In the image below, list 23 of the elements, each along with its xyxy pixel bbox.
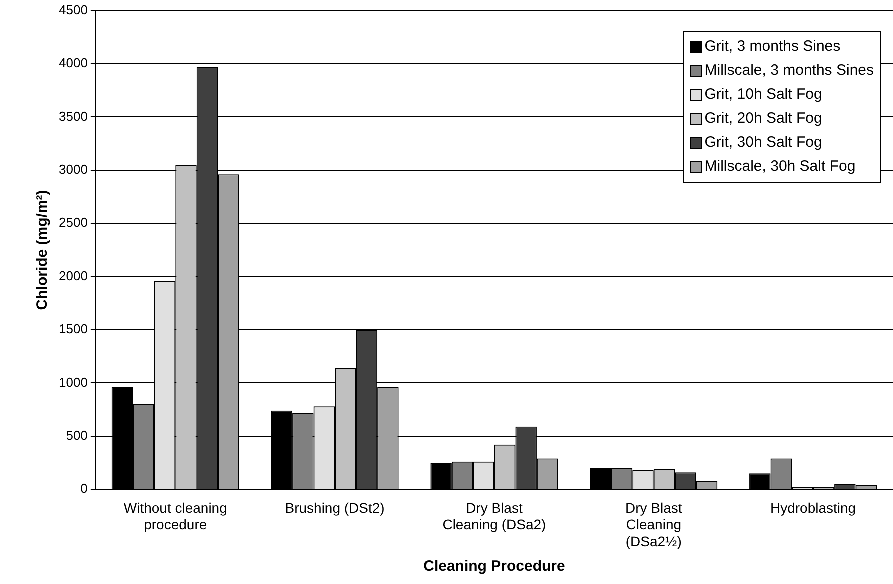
legend-label: Millscale, 30h Salt Fog <box>704 156 856 177</box>
y-tick-label: 4000 <box>59 56 88 71</box>
legend-label: Grit, 20h Salt Fog <box>704 108 822 129</box>
legend-label: Millscale, 3 months Sines <box>704 60 874 81</box>
x-tick-label: Hydroblasting <box>770 500 856 516</box>
y-tick-label: 2500 <box>59 215 88 230</box>
x-tick-label: Dry Blast Cleaning (DSa2) <box>442 500 546 533</box>
legend-label: Grit, 3 months Sines <box>704 36 841 57</box>
y-tick-label: 3500 <box>59 108 88 124</box>
y-tick-label: 2000 <box>59 268 88 284</box>
y-tick-label: 4500 <box>59 2 88 18</box>
y-tick-label: 0 <box>80 481 88 496</box>
x-tick-label: Dry Blast Cleaning (DSa2½) <box>625 500 682 550</box>
legend-label: Grit, 10h Salt Fog <box>704 84 822 105</box>
legend-label: Grit, 30h Salt Fog <box>704 132 822 153</box>
y-tick-label: 1000 <box>59 374 88 390</box>
y-axis-title: Chloride (mg/m²) <box>34 190 52 310</box>
y-tick-label: 3000 <box>59 162 88 177</box>
y-tick-label: 500 <box>66 428 88 443</box>
x-axis-title: Cleaning Procedure <box>424 558 566 576</box>
x-tick-label: Without cleaning procedure <box>124 500 228 533</box>
y-tick-label: 1500 <box>59 322 88 337</box>
x-tick-label: Brushing (DSt2) <box>285 500 385 516</box>
